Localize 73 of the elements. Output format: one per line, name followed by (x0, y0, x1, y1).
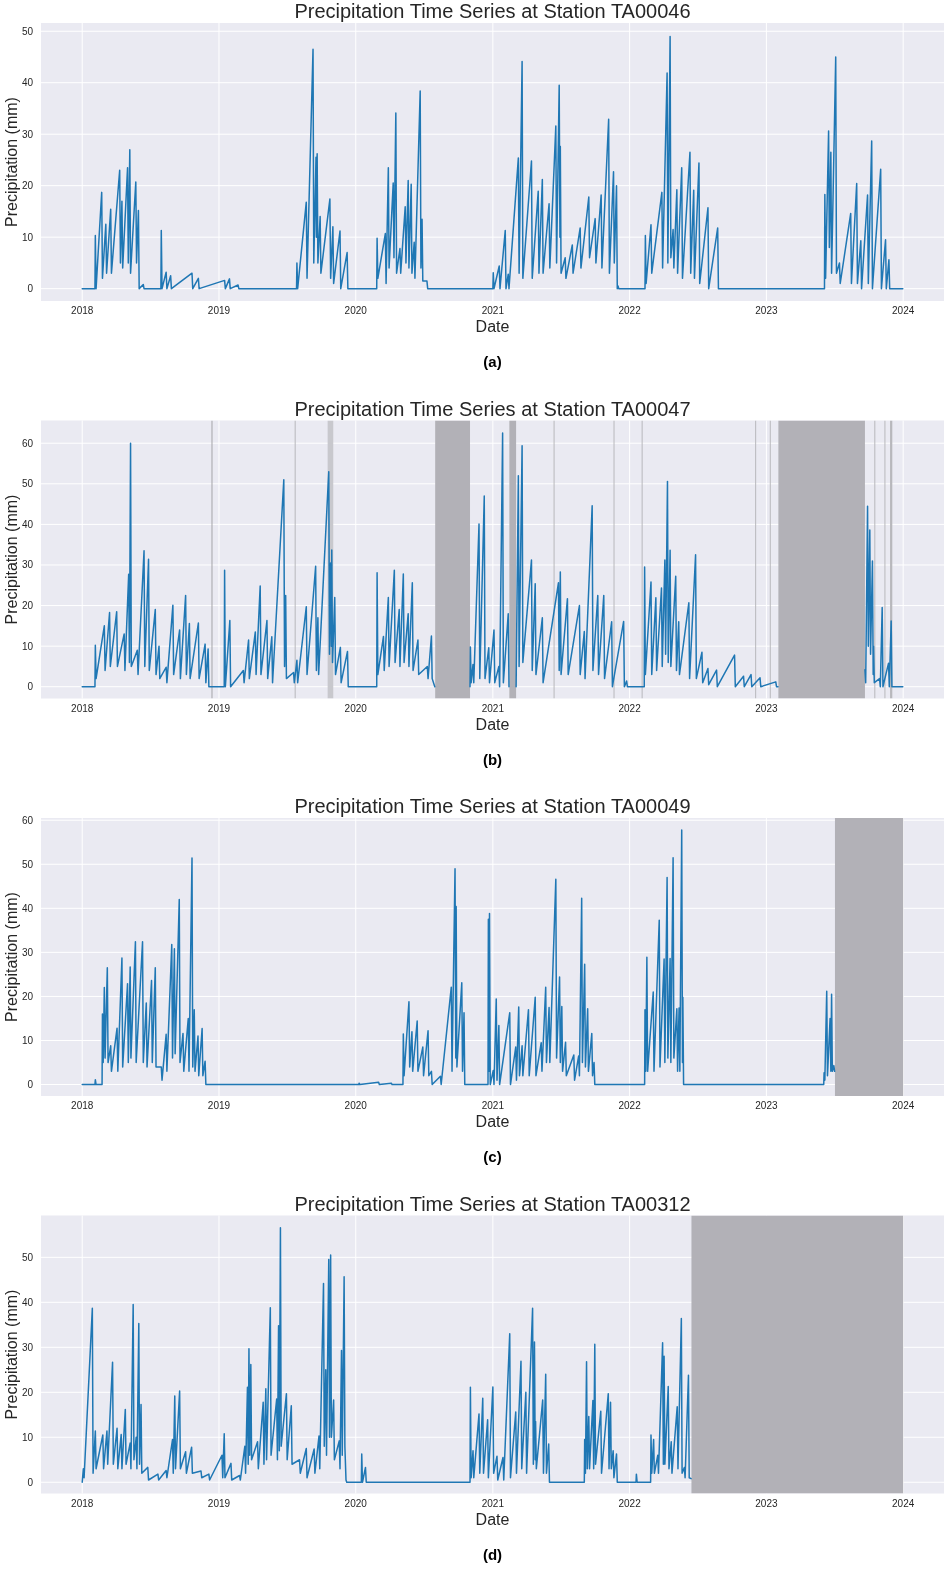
y-tick-label: 0 (27, 1476, 34, 1488)
y-tick-label: 30 (21, 128, 34, 140)
x-tick-label: 2020 (344, 1100, 368, 1111)
y-axis-title: Precipitation (mm) (3, 97, 20, 227)
chart-title: Precipitation Time Series at Station TA00046 (294, 0, 691, 22)
y-tick-label: 50 (21, 25, 34, 37)
y-tick-label: 20 (21, 180, 34, 192)
y-tick-label: 0 (27, 283, 34, 295)
y-tick-label: 20 (21, 600, 34, 612)
y-tick-label: 30 (21, 946, 34, 958)
y-tick-label: 0 (27, 681, 34, 693)
x-axis-title: Date (475, 715, 510, 733)
y-tick-label: 40 (21, 1296, 34, 1308)
x-tick-label: 2020 (344, 305, 368, 316)
x-tick-label: 2022 (618, 305, 642, 316)
y-tick-label: 40 (21, 518, 34, 530)
text: (a) (483, 353, 502, 370)
y-tick-label: 50 (21, 1251, 34, 1263)
x-axis-title: Date (475, 1510, 510, 1528)
line-series (81, 829, 836, 1086)
x-tick-label: 2022 (618, 702, 642, 714)
x-tick-label: 2021 (481, 702, 505, 714)
x-tick-label: 2024 (892, 305, 915, 316)
text: (c) (483, 1148, 502, 1165)
y-tick-label: 50 (21, 478, 34, 490)
x-tick-label: 2023 (755, 305, 778, 316)
line-series (81, 35, 904, 290)
y-tick-label: 30 (21, 559, 34, 571)
y-tick-label: 30 (21, 1341, 34, 1353)
x-tick-label: 2019 (207, 1100, 231, 1111)
x-axis-title: Date (475, 1113, 510, 1130)
y-tick-label: 10 (21, 1431, 34, 1443)
text: (b) (482, 750, 503, 768)
x-tick-label: 2023 (755, 1100, 778, 1111)
x-tick-label: 2018 (71, 1497, 94, 1509)
x-tick-label: 2020 (344, 702, 368, 714)
y-tick-label: 10 (21, 231, 34, 243)
chart-title: Precipitation Time Series at Station TA00312 (294, 1192, 691, 1215)
y-tick-label: 10 (21, 640, 34, 652)
x-tick-label: 2019 (207, 1497, 231, 1509)
y-axis-title: Precipitation (mm) (3, 892, 20, 1022)
y-tick-label: 20 (21, 1386, 34, 1398)
x-tick-label: 2021 (481, 1100, 505, 1111)
y-tick-label: 0 (27, 1079, 34, 1091)
x-axis-title: Date (475, 318, 510, 335)
y-tick-label: 60 (21, 814, 34, 826)
x-tick-label: 2024 (892, 702, 915, 714)
x-tick-label: 2022 (618, 1497, 642, 1509)
x-tick-label: 2021 (481, 1497, 505, 1509)
x-tick-label: 2024 (892, 1100, 915, 1111)
x-tick-label: 2021 (481, 305, 505, 316)
line-series (81, 1226, 692, 1483)
x-tick-label: 2019 (207, 305, 231, 316)
chart-title: Precipitation Time Series at Station TA00049 (294, 795, 691, 817)
x-tick-label: 2018 (71, 702, 94, 714)
x-tick-label: 2022 (618, 1100, 642, 1111)
y-tick-label: 10 (21, 1034, 34, 1046)
y-tick-label: 40 (21, 77, 34, 89)
y-tick-label: 50 (21, 858, 34, 870)
y-tick-label: 20 (21, 990, 34, 1002)
y-tick-label: 60 (21, 437, 34, 449)
y-axis-title: Precipitation (mm) (3, 494, 20, 625)
y-axis-title: Precipitation (mm) (3, 1289, 20, 1420)
chart-title: Precipitation Time Series at Station TA00047 (294, 397, 691, 420)
y-tick-label: 40 (21, 902, 34, 914)
x-tick-label: 2023 (755, 702, 778, 714)
x-tick-label: 2019 (207, 702, 231, 714)
x-tick-label: 2018 (71, 305, 94, 316)
x-tick-label: 2018 (71, 1100, 94, 1111)
x-tick-label: 2020 (344, 1497, 368, 1509)
x-tick-label: 2023 (755, 1497, 778, 1509)
text: (d) (482, 1545, 503, 1563)
x-tick-label: 2024 (892, 1497, 915, 1509)
